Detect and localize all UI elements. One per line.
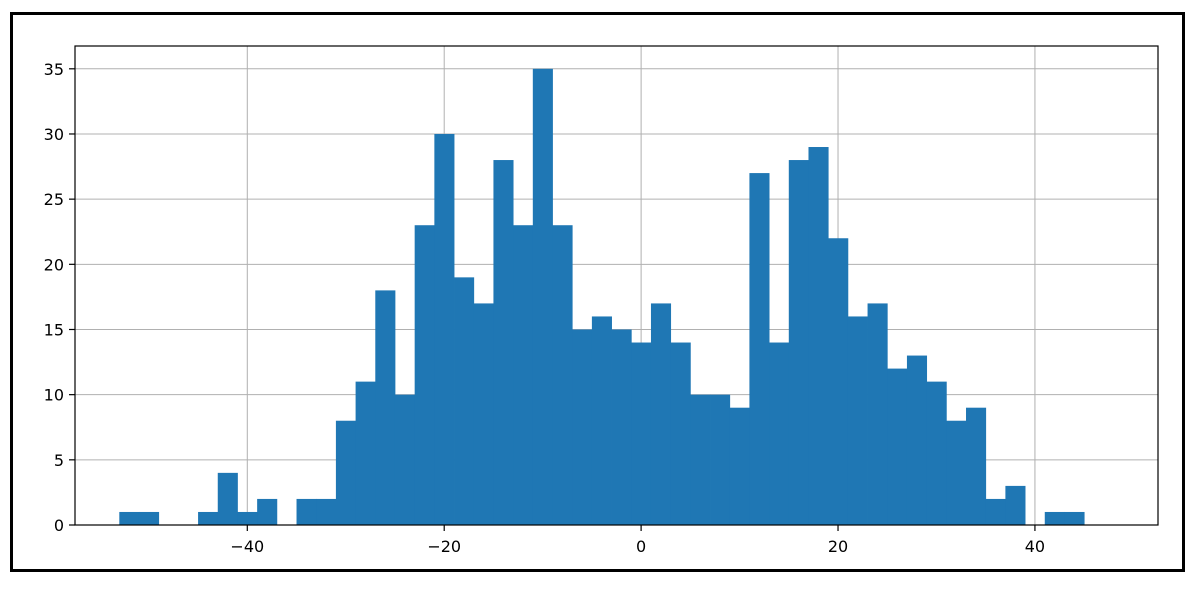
histogram-bar: [985, 498, 1006, 525]
y-tick-label: 25: [44, 190, 64, 209]
x-tick-label: −20: [427, 537, 461, 556]
histogram-bar: [690, 394, 711, 525]
y-tick-label: 5: [54, 451, 64, 470]
histogram-bar: [867, 303, 888, 525]
histogram-bar: [434, 133, 455, 525]
histogram-bar: [513, 225, 534, 525]
x-tick-label: −40: [230, 537, 264, 556]
y-tick-label: 30: [44, 125, 64, 144]
histogram-bar: [749, 173, 770, 525]
histogram-bar: [631, 342, 652, 525]
axis-ticks: −40 −20 0 20 40 0 5 10 15 20 25 30 35: [44, 60, 1045, 556]
histogram-bar: [414, 225, 435, 525]
histogram-bar: [1064, 511, 1085, 525]
histogram-bar: [887, 368, 908, 525]
histogram-bar: [670, 342, 691, 525]
histogram-bar: [119, 511, 140, 525]
chart-frame: −40 −20 0 20 40 0 5 10 15 20 25 30 35: [10, 12, 1185, 572]
histogram-bar: [1044, 511, 1065, 525]
histogram-bar: [847, 316, 868, 525]
histogram-bar: [335, 420, 356, 525]
histogram-bar: [473, 303, 494, 525]
histogram-bar: [355, 381, 376, 525]
y-tick-label: 0: [54, 516, 64, 535]
histogram-bar: [572, 329, 593, 525]
histogram-bar: [611, 329, 632, 525]
histogram-bar: [316, 498, 337, 525]
histogram-bar: [926, 381, 947, 525]
histogram-bars: [119, 68, 1085, 526]
histogram-bar: [198, 511, 219, 525]
histogram-bar: [650, 303, 672, 525]
histogram-bar: [828, 238, 849, 525]
histogram-chart: −40 −20 0 20 40 0 5 10 15 20 25 30 35: [44, 45, 1159, 556]
histogram-bar: [217, 472, 238, 525]
histogram-bar: [591, 316, 612, 525]
histogram-bar: [454, 277, 475, 525]
histogram-bar: [906, 355, 928, 525]
histogram-bar: [710, 394, 731, 525]
histogram-bar: [493, 160, 514, 526]
histogram-bar: [375, 290, 396, 525]
histogram-bar: [729, 407, 750, 525]
histogram-bar: [138, 511, 160, 525]
histogram-bar: [237, 511, 258, 525]
histogram-bar: [788, 160, 809, 526]
histogram-bar: [257, 498, 278, 525]
histogram-bar: [394, 394, 416, 525]
histogram-bar: [946, 420, 967, 525]
histogram-bar: [966, 407, 987, 525]
plot-area-border: [74, 45, 1159, 526]
histogram-bar: [808, 147, 829, 525]
y-tick-label: 10: [44, 386, 64, 405]
histogram-bar: [532, 68, 553, 526]
x-tick-label: 0: [636, 537, 646, 556]
y-tick-label: 20: [44, 255, 64, 274]
histogram-bar: [552, 225, 573, 525]
y-tick-label: 35: [44, 60, 64, 79]
histogram-bar: [296, 498, 317, 525]
y-tick-label: 15: [44, 320, 64, 339]
histogram-bar: [1005, 485, 1026, 525]
x-tick-label: 40: [1025, 537, 1045, 556]
histogram-bar: [769, 342, 790, 525]
x-tick-label: 20: [828, 537, 848, 556]
